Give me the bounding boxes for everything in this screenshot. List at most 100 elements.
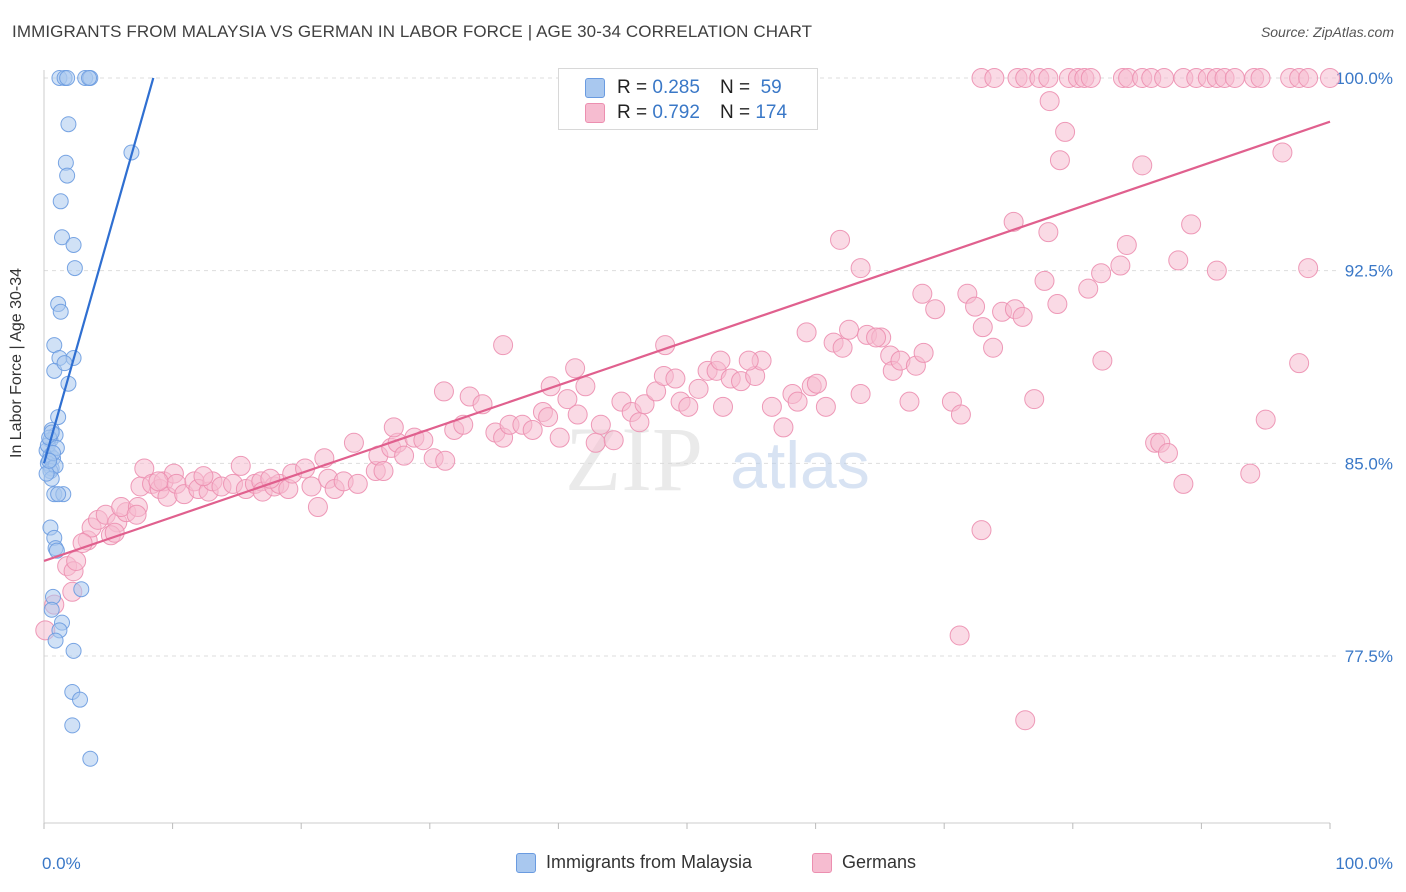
- germans-point: [629, 412, 650, 433]
- germans-point: [1181, 214, 1202, 235]
- malaysia-point: [66, 260, 83, 277]
- germans-point: [373, 461, 394, 482]
- germans-trendline: [43, 120, 1331, 563]
- germans-point: [949, 625, 970, 646]
- germans-point: [1206, 260, 1227, 281]
- germans-point: [307, 497, 328, 518]
- malaysia-point: [52, 303, 69, 320]
- germans-point: [713, 396, 734, 417]
- germans-point: [1049, 150, 1070, 171]
- germans-point: [1320, 67, 1340, 88]
- germans-point: [1116, 234, 1137, 255]
- malaysia-point: [72, 691, 89, 708]
- malaysia-point: [64, 717, 81, 734]
- legend-r-value-malaysia: 0.285: [652, 77, 700, 98]
- germans-point: [260, 468, 281, 489]
- germans-point: [1039, 91, 1060, 112]
- germans-point: [1289, 353, 1310, 374]
- malaysia-point: [65, 642, 82, 659]
- germans-point: [1024, 389, 1045, 410]
- germans-point: [972, 317, 993, 338]
- x-tick-label: 100.0%: [1335, 854, 1393, 873]
- germans-point: [383, 417, 404, 438]
- legend-n-value-malaysia: 59: [760, 77, 782, 98]
- germans-point: [565, 358, 586, 379]
- germans-point: [1154, 67, 1175, 88]
- source-label: Source: ZipAtlas.com: [1260, 24, 1394, 40]
- germans-point: [557, 389, 578, 410]
- germans-point: [193, 466, 214, 487]
- malaysia-point: [43, 601, 60, 618]
- x-tick-label: 0.0%: [42, 854, 81, 873]
- watermark-atlas: atlas: [730, 428, 869, 502]
- legend-r-label: R =: [617, 77, 648, 98]
- germans-point: [899, 391, 920, 412]
- germans-point: [1012, 306, 1033, 327]
- bottom-legend-swatch-germans: [812, 852, 832, 873]
- malaysia-trendline: [42, 77, 155, 464]
- germans-point: [590, 414, 611, 435]
- germans-point: [549, 427, 570, 448]
- germans-point: [1255, 409, 1276, 430]
- germans-point: [540, 376, 561, 397]
- malaysia-point: [50, 486, 67, 503]
- germans-point: [688, 378, 709, 399]
- malaysia-point: [65, 236, 82, 253]
- germans-point: [984, 67, 1005, 88]
- germans-point: [1091, 263, 1112, 284]
- germans-point: [710, 350, 731, 371]
- germans-point: [1038, 67, 1059, 88]
- germans-point: [1080, 67, 1101, 88]
- germans-point: [1173, 473, 1194, 494]
- germans-point: [866, 327, 887, 348]
- bottom-legend-germans: Germans: [812, 852, 916, 873]
- germans-point: [1132, 155, 1153, 176]
- germans-point: [1298, 258, 1319, 279]
- legend-n-value-germans: 174: [755, 102, 788, 123]
- germans-point: [1078, 278, 1099, 299]
- germans-point: [912, 283, 933, 304]
- germans-point: [72, 532, 93, 553]
- germans-point: [1055, 121, 1076, 142]
- germans-point: [1168, 250, 1189, 271]
- germans-point: [950, 404, 971, 425]
- bottom-legend-label-malaysia: Immigrants from Malaysia: [546, 852, 753, 872]
- bottom-legend-label-germans: Germans: [842, 852, 917, 872]
- legend-swatch-malaysia: [585, 78, 605, 98]
- germans-point: [394, 445, 415, 466]
- bottom-legend-malaysia: Immigrants from Malaysia: [516, 852, 752, 873]
- germans-point: [1110, 255, 1131, 276]
- legend-n-label: N =: [719, 77, 751, 98]
- germans-point: [773, 417, 794, 438]
- germans-point: [1038, 222, 1059, 243]
- legend-row-germans: R = 0.792 N = 174: [585, 102, 787, 124]
- malaysia-point: [82, 750, 99, 767]
- germans-point: [603, 430, 624, 451]
- germans-point: [678, 396, 699, 417]
- malaysia-point: [59, 69, 76, 86]
- malaysia-point: [59, 167, 76, 184]
- germans-point: [493, 335, 514, 356]
- legend-r-value-germans: 0.792: [652, 102, 700, 123]
- legend-row-malaysia: R = 0.285 N = 59: [585, 77, 782, 99]
- germans-point: [1157, 443, 1178, 464]
- germans-point: [796, 322, 817, 343]
- y-axis-label: In Labor Force | Age 30-34: [8, 267, 25, 458]
- malaysia-point: [73, 581, 90, 598]
- legend-swatch-germans: [585, 103, 605, 123]
- germans-point: [148, 471, 169, 492]
- malaysia-point: [38, 465, 55, 482]
- germans-point: [965, 296, 986, 317]
- germans-point: [1003, 211, 1024, 232]
- germans-point: [913, 342, 934, 363]
- y-tick-label: 92.5%: [1345, 262, 1393, 281]
- germans-point: [522, 419, 543, 440]
- germans-point: [343, 432, 364, 453]
- germans-point: [433, 381, 454, 402]
- correlation-legend: R = 0.285 N = 59 R = 0.792 N = 174: [558, 68, 818, 130]
- germans-point: [585, 432, 606, 453]
- germans-point: [971, 520, 992, 541]
- germans-point: [850, 258, 871, 279]
- germans-point: [738, 350, 759, 371]
